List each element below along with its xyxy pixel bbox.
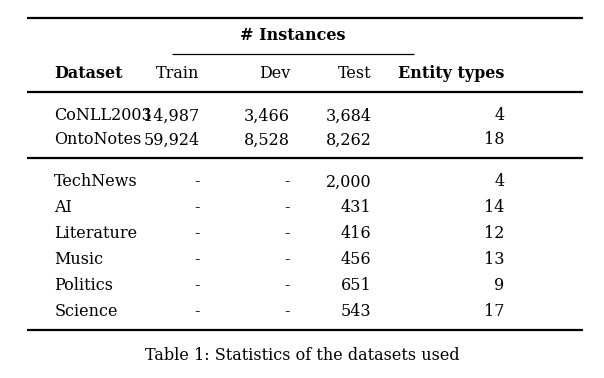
Text: 3,466: 3,466 (244, 107, 290, 124)
Text: 431: 431 (341, 200, 371, 217)
Text: AI: AI (54, 200, 72, 217)
Text: -: - (284, 251, 290, 268)
Text: Science: Science (54, 304, 118, 321)
Text: 456: 456 (341, 251, 371, 268)
Text: Test: Test (338, 65, 371, 82)
Text: -: - (194, 251, 199, 268)
Text: 14: 14 (484, 200, 504, 217)
Text: 3,684: 3,684 (326, 107, 371, 124)
Text: CoNLL2003: CoNLL2003 (54, 107, 152, 124)
Text: Dev: Dev (259, 65, 290, 82)
Text: # Instances: # Instances (240, 28, 345, 45)
Text: 651: 651 (341, 277, 371, 294)
Text: -: - (284, 174, 290, 191)
Text: 543: 543 (341, 304, 371, 321)
Text: 8,262: 8,262 (326, 132, 371, 149)
Text: Music: Music (54, 251, 103, 268)
Text: OntoNotes: OntoNotes (54, 132, 142, 149)
Text: -: - (284, 304, 290, 321)
Text: Literature: Literature (54, 226, 138, 243)
Text: 59,924: 59,924 (143, 132, 199, 149)
Text: Dataset: Dataset (54, 65, 123, 82)
Text: 2,000: 2,000 (326, 174, 371, 191)
Text: Table 1: Statistics of the datasets used: Table 1: Statistics of the datasets used (145, 347, 459, 364)
Text: 13: 13 (484, 251, 504, 268)
Text: Politics: Politics (54, 277, 114, 294)
Text: -: - (194, 174, 199, 191)
Text: 12: 12 (484, 226, 504, 243)
Text: 4: 4 (494, 174, 504, 191)
Text: TechNews: TechNews (54, 174, 138, 191)
Text: -: - (284, 200, 290, 217)
Text: -: - (194, 277, 199, 294)
Text: 416: 416 (341, 226, 371, 243)
Text: Entity types: Entity types (398, 65, 504, 82)
Text: -: - (194, 304, 199, 321)
Text: -: - (284, 226, 290, 243)
Text: -: - (194, 200, 199, 217)
Text: 8,528: 8,528 (244, 132, 290, 149)
Text: 14,987: 14,987 (143, 107, 199, 124)
Text: 18: 18 (484, 132, 504, 149)
Text: 9: 9 (494, 277, 504, 294)
Text: -: - (284, 277, 290, 294)
Text: Train: Train (156, 65, 199, 82)
Text: 4: 4 (494, 107, 504, 124)
Text: -: - (194, 226, 199, 243)
Text: 17: 17 (484, 304, 504, 321)
